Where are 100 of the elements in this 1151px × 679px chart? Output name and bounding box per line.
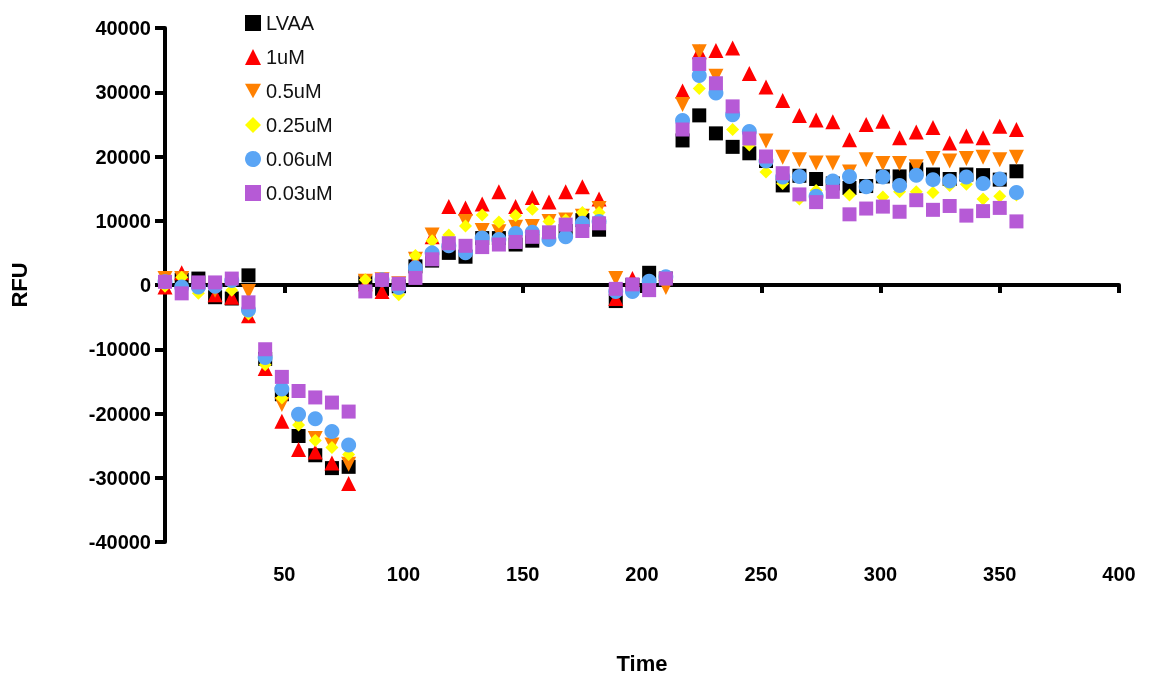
point: [942, 198, 957, 213]
point: [274, 369, 289, 384]
legend-label: 0.06uM: [266, 148, 333, 170]
point: [809, 171, 824, 186]
y-tick-label: -20000: [88, 402, 151, 425]
point: [908, 124, 924, 140]
point: [892, 156, 908, 172]
x-tick-label: 300: [863, 563, 898, 585]
point: [808, 112, 824, 128]
point: [575, 224, 590, 239]
point: [408, 248, 422, 262]
point: [925, 172, 941, 188]
point: [174, 286, 189, 301]
point: [208, 275, 223, 290]
point: [558, 217, 573, 232]
point: [241, 295, 256, 310]
point: [825, 155, 841, 171]
x-axis-title: Time: [616, 650, 668, 676]
point: [341, 476, 357, 492]
x-tick-label: 350: [983, 563, 1017, 585]
point: [324, 395, 339, 410]
point: [1009, 214, 1024, 229]
point: [307, 411, 323, 427]
point: [791, 152, 807, 168]
point: [958, 150, 974, 166]
point: [992, 152, 1008, 168]
point: [408, 270, 423, 285]
y-tick-label: 0: [139, 274, 151, 296]
point: [692, 108, 707, 123]
point: [425, 234, 439, 248]
point: [791, 107, 807, 123]
point: [892, 177, 908, 193]
point: [859, 201, 874, 216]
point: [708, 76, 723, 91]
legend-label: 0.25uM: [266, 114, 333, 136]
point: [525, 202, 539, 216]
point: [525, 229, 540, 244]
legend-label: 1uM: [266, 46, 305, 68]
x-tick-label: 400: [1102, 563, 1136, 585]
point: [441, 199, 457, 215]
x-tick-label: 100: [386, 563, 421, 585]
point: [675, 96, 691, 112]
point: [459, 219, 473, 233]
point: [509, 209, 523, 223]
point: [324, 423, 340, 439]
point: [842, 207, 857, 222]
point: [274, 413, 290, 429]
point: [491, 237, 506, 252]
y-tick-label: 30000: [95, 81, 151, 104]
y-tick-label: 40000: [95, 17, 151, 39]
point: [925, 150, 941, 166]
point: [291, 428, 306, 443]
point: [475, 240, 490, 255]
point: [825, 184, 840, 199]
point: [341, 404, 356, 419]
point: [909, 193, 924, 208]
point: [458, 238, 473, 253]
point: [758, 133, 774, 149]
point: [541, 225, 556, 240]
point: [741, 66, 757, 82]
point: [792, 187, 807, 202]
point: [992, 118, 1008, 134]
point: [858, 152, 874, 168]
point: [291, 384, 306, 399]
point: [191, 275, 206, 290]
point: [959, 208, 974, 223]
point: [908, 167, 924, 183]
point: [958, 128, 974, 144]
point: [291, 406, 307, 422]
point: [258, 342, 273, 357]
point: [775, 166, 790, 181]
point: [491, 184, 507, 200]
point: [325, 441, 339, 455]
point: [1008, 184, 1024, 200]
point: [926, 185, 940, 199]
point: [875, 199, 890, 214]
y-tick-label: -10000: [88, 338, 151, 361]
point: [842, 188, 856, 202]
x-tick-label: 250: [744, 563, 778, 585]
point: [1008, 122, 1024, 138]
point: [841, 132, 857, 148]
point: [708, 42, 724, 58]
point: [975, 175, 991, 191]
point: [558, 184, 574, 200]
x-tick-label: 150: [506, 563, 540, 585]
legend-label: 0.5uM: [266, 80, 322, 102]
point: [692, 56, 707, 71]
x-tick-label: 200: [625, 563, 659, 585]
point: [858, 116, 874, 132]
point: [892, 130, 908, 146]
point: [809, 195, 824, 210]
point: [758, 79, 774, 95]
point: [492, 215, 506, 229]
point: [307, 444, 323, 460]
point: [942, 153, 958, 169]
point: [1008, 149, 1024, 165]
point: [759, 149, 774, 164]
point: [725, 99, 740, 114]
point: [308, 390, 323, 405]
point: [925, 202, 940, 217]
